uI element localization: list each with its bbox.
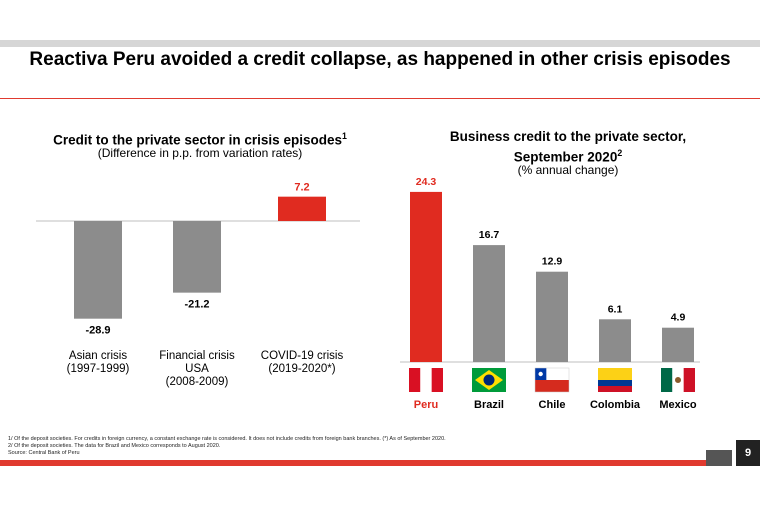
- data-label-2: 7.2: [294, 182, 309, 194]
- right-chart-title-line2-text: September 2020: [513, 149, 618, 165]
- bar-peru: [410, 191, 442, 362]
- brazil-flag-globe: [483, 374, 495, 386]
- chile-flag-border: [534, 367, 570, 393]
- colombia-flag-yellow: [598, 368, 632, 380]
- bar-colombia: [599, 319, 631, 362]
- right-chart-title-line2: September 20202: [398, 145, 738, 166]
- category-label-0-1: (1997-1999): [67, 363, 130, 375]
- chile-flag-icon: [534, 367, 570, 393]
- data-label-0: -28.9: [85, 325, 110, 337]
- mexico-flag-red: [683, 368, 695, 392]
- peru-flag-icon: [409, 368, 443, 392]
- peru-flag-left: [409, 368, 421, 392]
- category-label-chile: Chile: [539, 399, 566, 411]
- data-label-1: -21.2: [184, 299, 209, 311]
- left-chart-title: Credit to the private sector in crisis e…: [20, 128, 380, 149]
- right-chart-title-line1: Business credit to the private sector,: [449, 129, 687, 144]
- bar-1: [173, 221, 221, 293]
- mexico-flag-green: [661, 368, 673, 392]
- chile-flag-star: [538, 371, 543, 377]
- right-chart-title-sup: 2: [617, 148, 623, 158]
- category-label-0-0: Asian crisis: [69, 350, 127, 362]
- bar-brazil: [473, 245, 505, 362]
- bar-chile: [536, 271, 568, 362]
- peru-flag-right: [431, 368, 443, 392]
- footnote-source: Source: Central Bank of Peru: [8, 450, 80, 456]
- colombia-flag-blue: [598, 380, 632, 386]
- chile-flag-bottom: [535, 380, 569, 392]
- category-label-2-1: (2019-2020*): [268, 363, 335, 375]
- category-label-peru: Peru: [414, 399, 438, 411]
- top-band: [0, 40, 760, 47]
- category-label-1-0: Financial crisis: [159, 350, 235, 362]
- right-chart-subtitle: (% annual change): [517, 163, 619, 177]
- bar-0: [74, 221, 122, 319]
- mexico-flag-icon: [661, 368, 695, 392]
- category-label-colombia: Colombia: [590, 399, 641, 411]
- slide-title: Reactiva Peru avoided a credit collapse,…: [29, 49, 731, 70]
- page-number: 9: [736, 440, 760, 466]
- category-label-1-1: USA: [185, 363, 209, 375]
- right-bar-chart: 24.3 Peru 16.7 Brazil 12.9 Chile 6.1 Colombia 4.…: [400, 176, 700, 411]
- colombia-flag-icon: [598, 368, 632, 392]
- peru-flag-middle: [420, 368, 432, 392]
- category-label-brazil: Brazil: [474, 399, 504, 411]
- brazil-flag-icon: [472, 368, 506, 392]
- bottom-gray-block: [706, 450, 732, 466]
- colombia-flag-red: [598, 386, 632, 392]
- bar-2: [278, 196, 326, 221]
- data-label-peru: 24.3: [416, 176, 437, 188]
- footnote-1: 1/ Of the deposit societies. For credits…: [8, 436, 446, 442]
- bottom-red-band: [0, 460, 706, 466]
- data-label-mexico: 4.9: [671, 312, 686, 324]
- title-rule: [0, 98, 760, 99]
- left-chart-subtitle: (Difference in p.p. from variation rates…: [97, 146, 303, 160]
- bar-mexico: [662, 327, 694, 362]
- category-label-1-2: (2008-2009): [166, 376, 229, 388]
- data-label-chile: 12.9: [542, 256, 563, 268]
- data-label-colombia: 6.1: [608, 303, 623, 315]
- mexico-flag-emblem: [675, 377, 681, 383]
- left-chart-title-text: Credit to the private sector in crisis e…: [53, 132, 342, 148]
- left-bar-chart: -28.9 Asian crisis(1997-1999) -21.2 Financi…: [36, 182, 360, 388]
- footnote-2: 2/ Of the deposit societies. The data fo…: [8, 443, 221, 449]
- data-label-brazil: 16.7: [479, 229, 500, 241]
- category-label-mexico: Mexico: [659, 399, 697, 411]
- category-label-2-0: COVID-19 crisis: [261, 350, 344, 362]
- left-chart-title-sup: 1: [341, 131, 347, 141]
